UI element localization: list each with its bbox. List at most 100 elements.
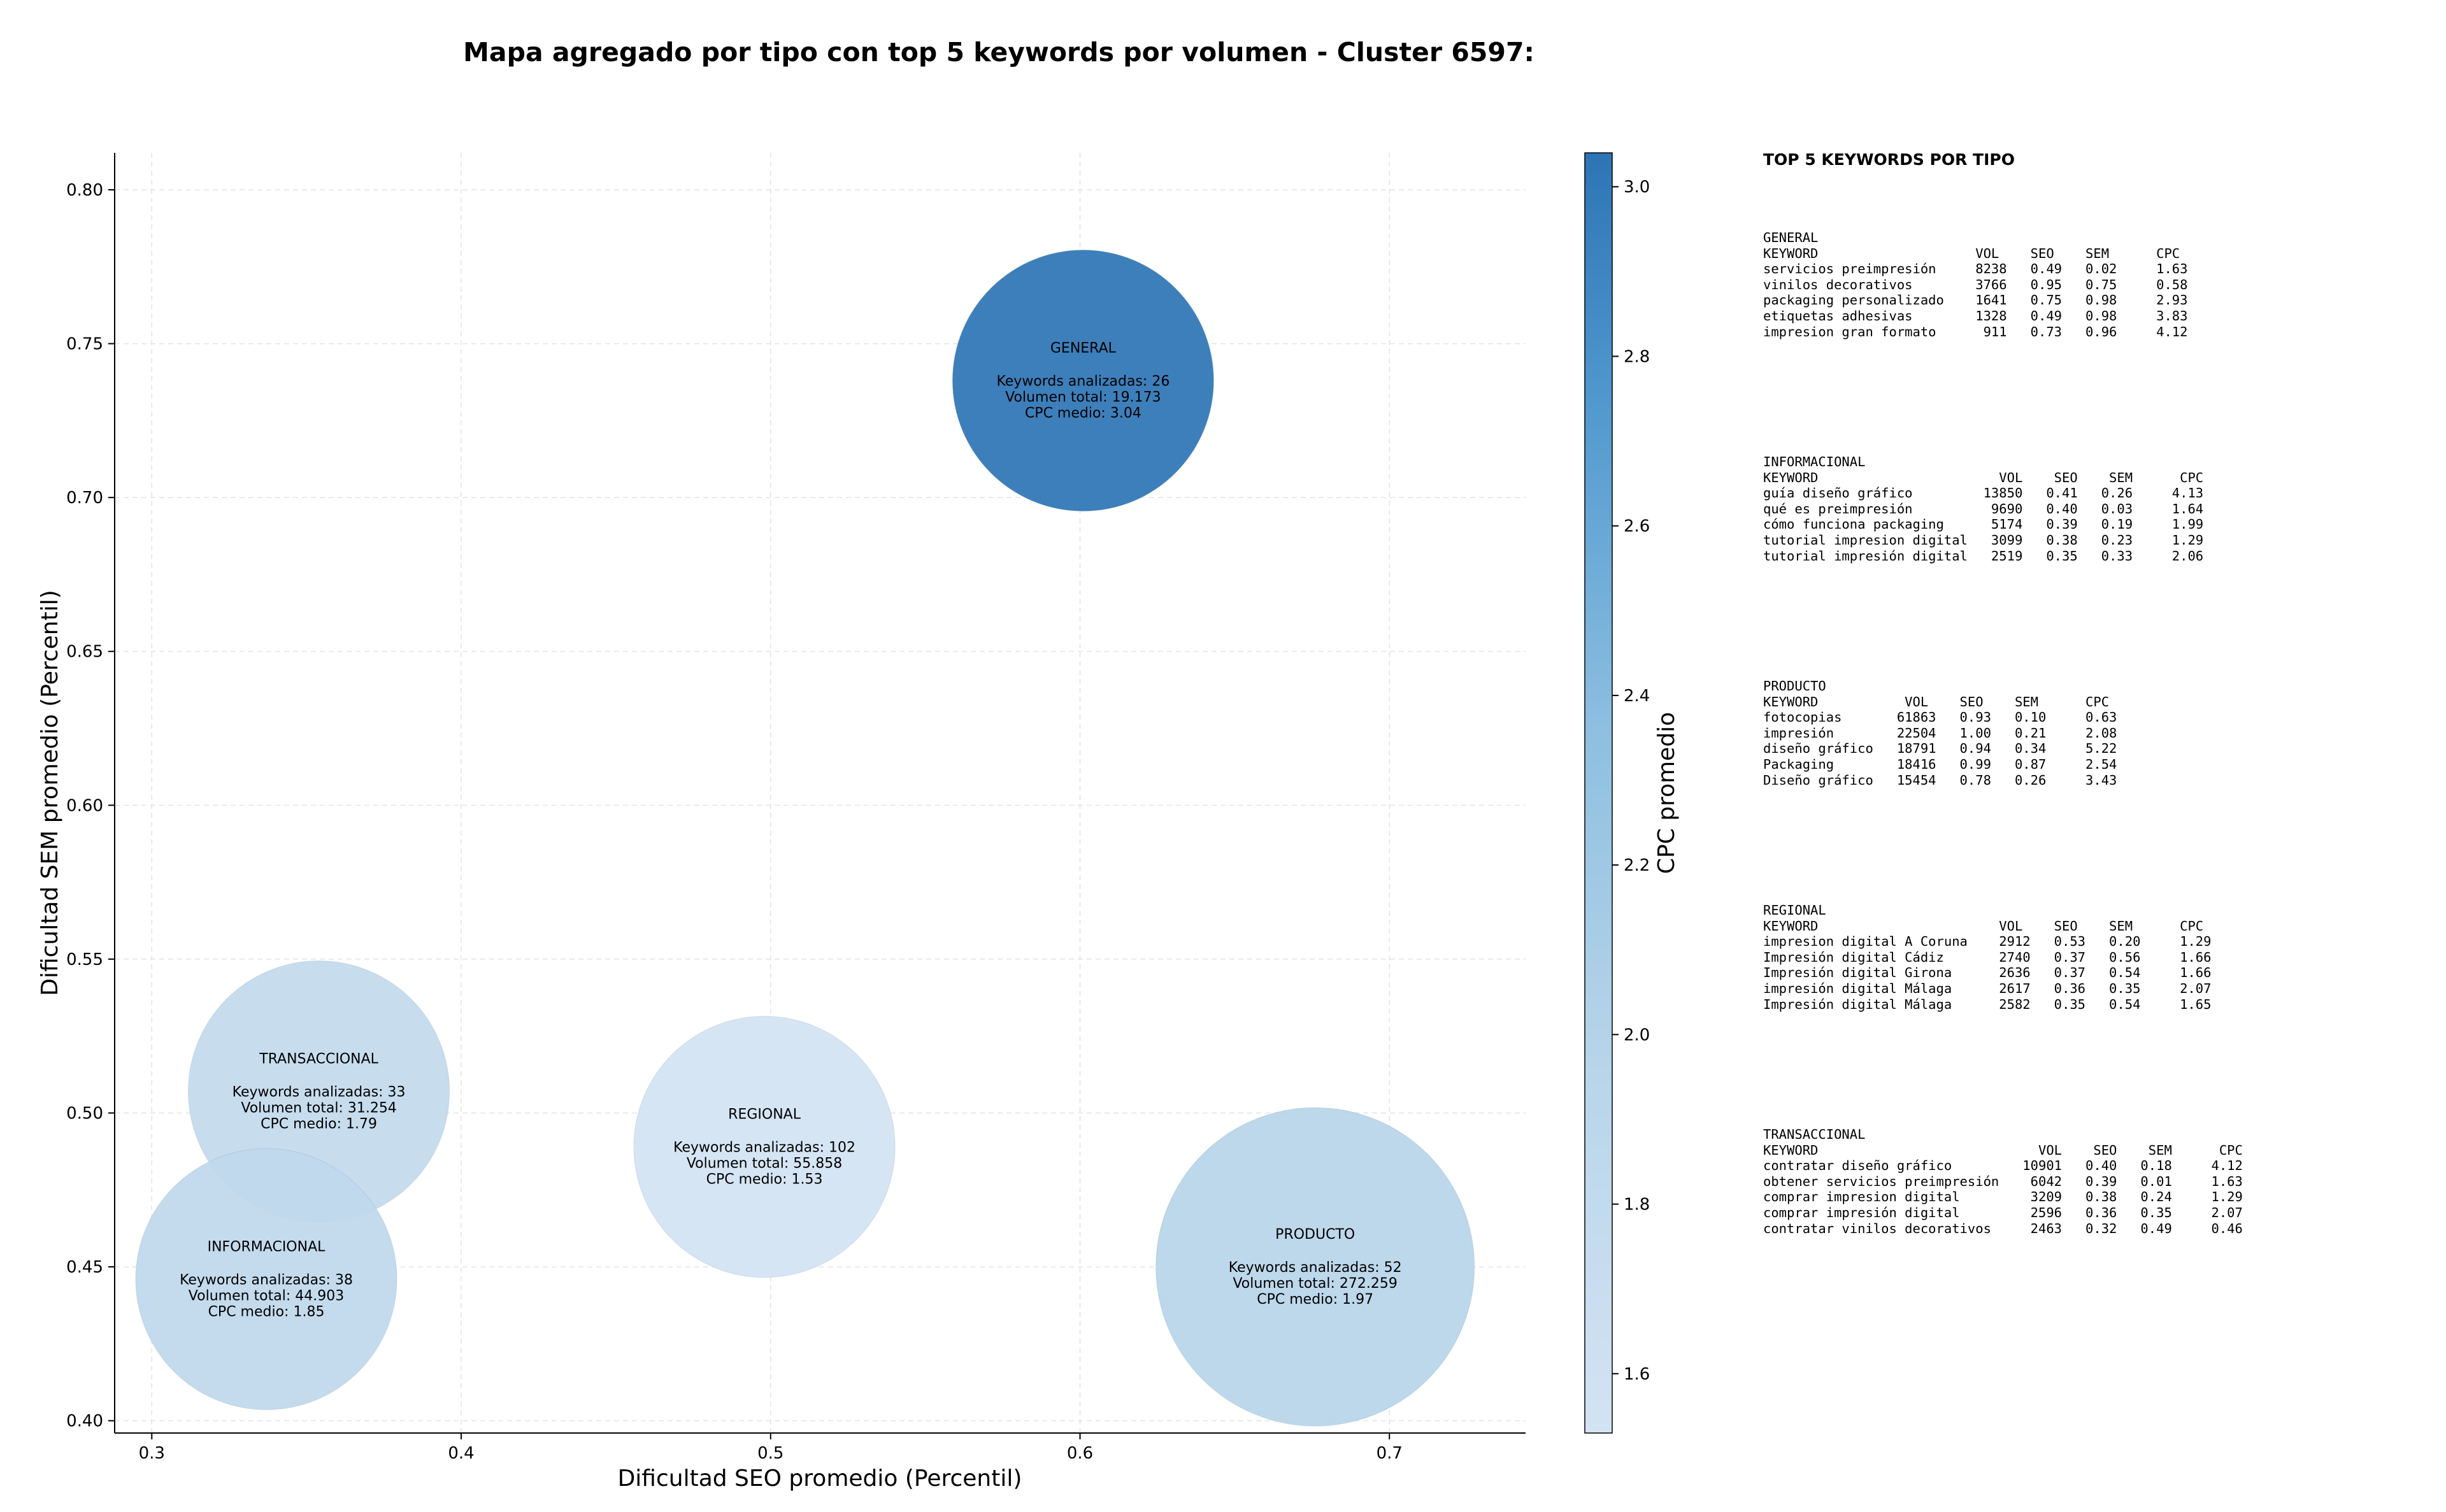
y-tick-label: 0.40 [66,1412,103,1431]
bubble-regional: REGIONAL Keywords analizadas: 102Volumen … [633,1016,896,1278]
bubble-label-name: INFORMACIONAL [208,1239,326,1255]
figure-title: Mapa agregado por tipo con top 5 keyword… [463,37,1534,68]
keyword-table-header: KEYWORD VOL SEO SEM CPC [1763,245,2180,261]
x-tick-label: 0.5 [757,1444,783,1463]
y-tick-label: 0.55 [66,950,103,969]
keyword-row: impresión digital Málaga 2617 0.36 0.35 … [1763,980,2212,996]
colorbar-tick-label: 1.6 [1624,1365,1650,1384]
colorbar-tick-label: 2.6 [1624,517,1650,536]
keyword-row: servicios preimpresión 8238 0.49 0.02 1.… [1763,261,2188,277]
keyword-group-transaccional: TRANSACCIONAL KEYWORD VOL SEO SEM CPC cont… [1763,1127,2243,1236]
keyword-row: Diseño gráfico 15454 0.78 0.26 3.43 [1763,772,2117,788]
x-ticks: 0.3 0.4 0.5 0.6 0.7 [139,1433,1403,1463]
keyword-row: contratar vinilos decorativos 2463 0.32 … [1763,1220,2243,1236]
colorbar-tick-label: 1.8 [1624,1195,1650,1215]
x-tick-label: 0.4 [448,1444,474,1463]
keyword-row: vinilos decorativos 3766 0.95 0.75 0.58 [1763,276,2188,292]
colorbar-tick-label: 2.8 [1624,347,1650,366]
keyword-row: contratar diseño gráfico 10901 0.40 0.18… [1763,1158,2243,1174]
y-tick-label: 0.60 [66,796,103,815]
bubble-label-keywords-label: Keywords analizadas: 26 [996,374,1169,390]
colorbar-tick-label: 2.4 [1624,687,1650,706]
keyword-row: comprar impresion digital 3209 0.38 0.24… [1763,1189,2243,1205]
keyword-row: fotocopias 61863 0.93 0.10 0.63 [1763,710,2117,725]
keyword-table-header: KEYWORD VOL SEO SEM CPC [1763,694,2110,710]
y-ticks: 0.40 0.45 0.50 0.55 0.60 0.65 0.70 0.75 0.80 [66,181,115,1431]
keyword-table-header: KEYWORD VOL SEO SEM CPC [1763,918,2204,934]
bubble-label-volume-label: Volumen total: 44.903 [189,1288,344,1304]
bubble-label-keywords-label: Keywords analizadas: 38 [180,1272,353,1288]
x-tick-label: 0.6 [1067,1444,1093,1463]
bubble-label-name: TRANSACCIONAL [259,1052,378,1067]
bubble-label-name: PRODUCTO [1275,1227,1355,1243]
keyword-row: Impresión digital Girona 2636 0.37 0.54 … [1763,965,2212,981]
bubble-circle [1155,1107,1475,1427]
bubble-label-cpc-label: CPC medio: 3.04 [1025,406,1141,422]
bubble-circle [952,250,1214,512]
keyword-table-header: KEYWORD VOL SEO SEM CPC [1763,1142,2243,1158]
colorbar-label: CPC promedio [1654,712,1680,874]
keyword-group-name: REGIONAL [1763,902,1826,918]
keyword-row: Packaging 18416 0.99 0.87 2.54 [1763,756,2117,772]
bubble-label-cpc-label: CPC medio: 1.53 [706,1172,823,1188]
keyword-group-regional: REGIONAL KEYWORD VOL SEO SEM CPC impresion… [1763,902,2212,1012]
bubble-circle [135,1148,397,1410]
axes [114,153,1526,1434]
y-tick-label: 0.70 [66,489,103,508]
keyword-group-name: GENERAL [1763,230,1819,245]
x-axis-label: Dificultad SEO promedio (Percentil) [618,1466,1022,1492]
x-tick-label: 0.7 [1377,1444,1403,1463]
keyword-group-name: INFORMACIONAL [1763,454,1866,469]
colorbar-tick-label: 2.2 [1624,856,1650,875]
bubble-label-name: GENERAL [1050,341,1117,357]
x-tick-label: 0.3 [139,1444,165,1463]
keyword-row: obtener servicios preimpresión 6042 0.39… [1763,1173,2243,1189]
keyword-row: guía diseño gráfico 13850 0.41 0.26 4.13 [1763,485,2204,501]
keyword-row: Impresión digital Cádiz 2740 0.37 0.56 1… [1763,949,2212,965]
colorbar-ticks: 1.6 1.8 2.0 2.2 2.4 2.6 2.8 3.0 [1612,178,1650,1384]
bubble-label-volume-label: Volumen total: 31.254 [241,1101,396,1116]
bubble-label-volume-label: Volumen total: 19.173 [1005,390,1161,406]
keyword-row: qué es preimpresión 9690 0.40 0.03 1.64 [1763,501,2204,517]
y-axis-label: Dificultad SEM promedio (Percentil) [37,590,63,996]
bubble-informacional: INFORMACIONAL Keywords analizadas: 38Volu… [135,1148,397,1410]
bubble-label-keywords-label: Keywords analizadas: 52 [1229,1260,1402,1276]
keyword-row: packaging personalizado 1641 0.75 0.98 2… [1763,292,2188,308]
bubble-label-cpc-label: CPC medio: 1.85 [208,1304,325,1320]
bubble-label-keywords-label: Keywords analizadas: 33 [232,1085,406,1101]
keyword-row: diseño gráfico 18791 0.94 0.34 5.22 [1763,741,2117,757]
bubble-label-keywords-label: Keywords analizadas: 102 [673,1140,855,1156]
keyword-group-name: TRANSACCIONAL [1763,1127,1866,1142]
bubble-circle [633,1016,896,1278]
bubble-label-name: REGIONAL [728,1107,801,1123]
bubble-label-volume-label: Volumen total: 55.858 [687,1156,842,1172]
keyword-row: impresión 22504 1.00 0.21 2.08 [1763,725,2117,741]
colorbar-tick-label: 3.0 [1624,178,1650,197]
keyword-group-informacional: INFORMACIONAL KEYWORD VOL SEO SEM CPC guía… [1763,454,2203,564]
bubble-label-volume-label: Volumen total: 272.259 [1233,1276,1397,1292]
y-tick-label: 0.50 [66,1104,103,1123]
keyword-row: cómo funciona packaging 5174 0.39 0.19 1… [1763,517,2204,532]
keyword-group-name: PRODUCTO [1763,678,1826,694]
keyword-row: etiquetas adhesivas 1328 0.49 0.98 3.83 [1763,308,2188,324]
keyword-group-producto: PRODUCTO KEYWORD VOL SEO SEM CPC fotocopia… [1763,678,2117,788]
colorbar-tick-label: 2.0 [1624,1025,1650,1045]
colorbar-gradient [1584,152,1613,1434]
y-tick-label: 0.75 [66,335,103,354]
keyword-group-general: GENERAL KEYWORD VOL SEO SEM CPC servicios … [1763,230,2187,339]
keyword-panel-title: TOP 5 KEYWORDS POR TIPO [1763,150,2015,169]
keyword-row: comprar impresión digital 2596 0.36 0.35… [1763,1204,2243,1220]
y-tick-label: 0.45 [66,1258,103,1277]
y-tick-label: 0.80 [66,181,103,200]
keyword-row: tutorial impresion digital 3099 0.38 0.2… [1763,532,2204,548]
colorbar: 1.6 1.8 2.0 2.2 2.4 2.6 2.8 3.0 CPC promedio [1584,152,1680,1434]
bubble-label-cpc-label: CPC medio: 1.97 [1257,1292,1373,1308]
keyword-panel: TOP 5 KEYWORDS POR TIPO GENERAL KEYWORD V… [1763,150,2432,1236]
keyword-row: impresion digital A Coruna 2912 0.53 0.2… [1763,934,2212,950]
keyword-table-header: KEYWORD VOL SEO SEM CPC [1763,469,2204,485]
